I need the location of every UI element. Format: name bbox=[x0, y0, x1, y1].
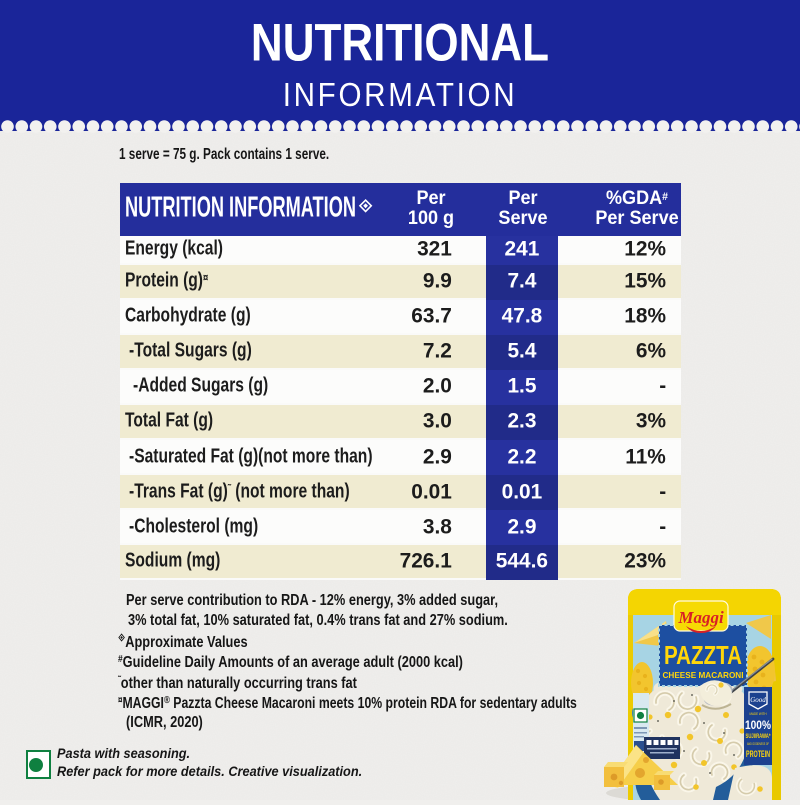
svg-text:Maggi: Maggi bbox=[677, 608, 724, 627]
svg-text:Good: Good bbox=[750, 696, 766, 704]
svg-text:100%: 100% bbox=[745, 718, 771, 732]
svg-text:MADE WITH: MADE WITH bbox=[750, 712, 767, 716]
svg-text:AND GOODNESS OF: AND GOODNESS OF bbox=[747, 742, 769, 746]
svg-text:CHEESE MACARONI: CHEESE MACARONI bbox=[663, 670, 744, 680]
svg-text:PAZZTA: PAZZTA bbox=[664, 640, 742, 670]
svg-text:PROTEIN: PROTEIN bbox=[746, 749, 770, 760]
svg-text:SUJI/RAWA*: SUJI/RAWA* bbox=[746, 734, 771, 740]
